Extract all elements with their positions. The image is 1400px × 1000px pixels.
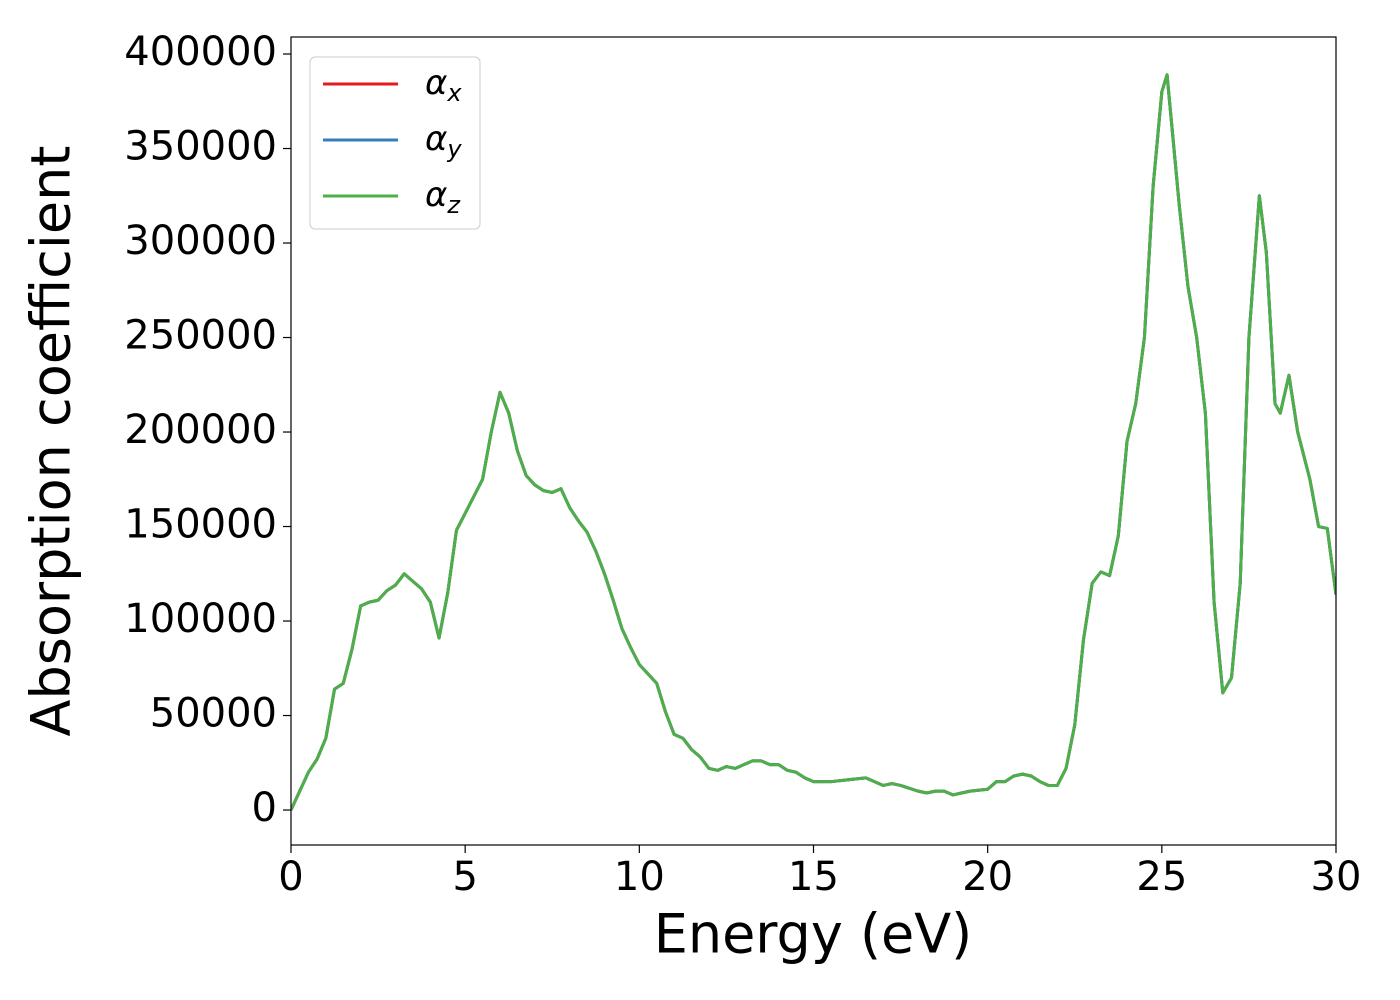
- y-tick-label: 150000: [124, 502, 277, 548]
- legend: αx αy αz: [309, 56, 481, 230]
- y-tick-label: 200000: [124, 407, 277, 453]
- legend-label: αy: [425, 119, 462, 164]
- line-series: [291, 73, 1336, 811]
- y-tick-label: 0: [252, 785, 277, 831]
- y-tick-label: 250000: [124, 313, 277, 359]
- legend-box: [309, 56, 481, 230]
- x-tick-label: 15: [788, 854, 839, 900]
- x-tick-label: 30: [1311, 854, 1362, 900]
- x-tick-label: 5: [452, 854, 477, 900]
- y-tick-label: 400000: [124, 29, 277, 75]
- y-tick-label: 300000: [124, 218, 277, 264]
- y-tick-label: 100000: [124, 596, 277, 642]
- y-tick-label: 50000: [150, 691, 277, 737]
- plot-frame: [290, 36, 1337, 846]
- legend-label: αx: [425, 63, 462, 108]
- x-tick-label: 0: [278, 854, 303, 900]
- y-tick-label: 350000: [124, 124, 277, 170]
- x-tick-label: 20: [962, 854, 1013, 900]
- legend-label: αz: [425, 175, 461, 220]
- x-tick-label: 10: [614, 854, 665, 900]
- x-axis-label: Energy (eV): [654, 903, 973, 966]
- x-tick-label: 25: [1136, 854, 1187, 900]
- y-axis-label: Absorption coefficient: [20, 146, 83, 737]
